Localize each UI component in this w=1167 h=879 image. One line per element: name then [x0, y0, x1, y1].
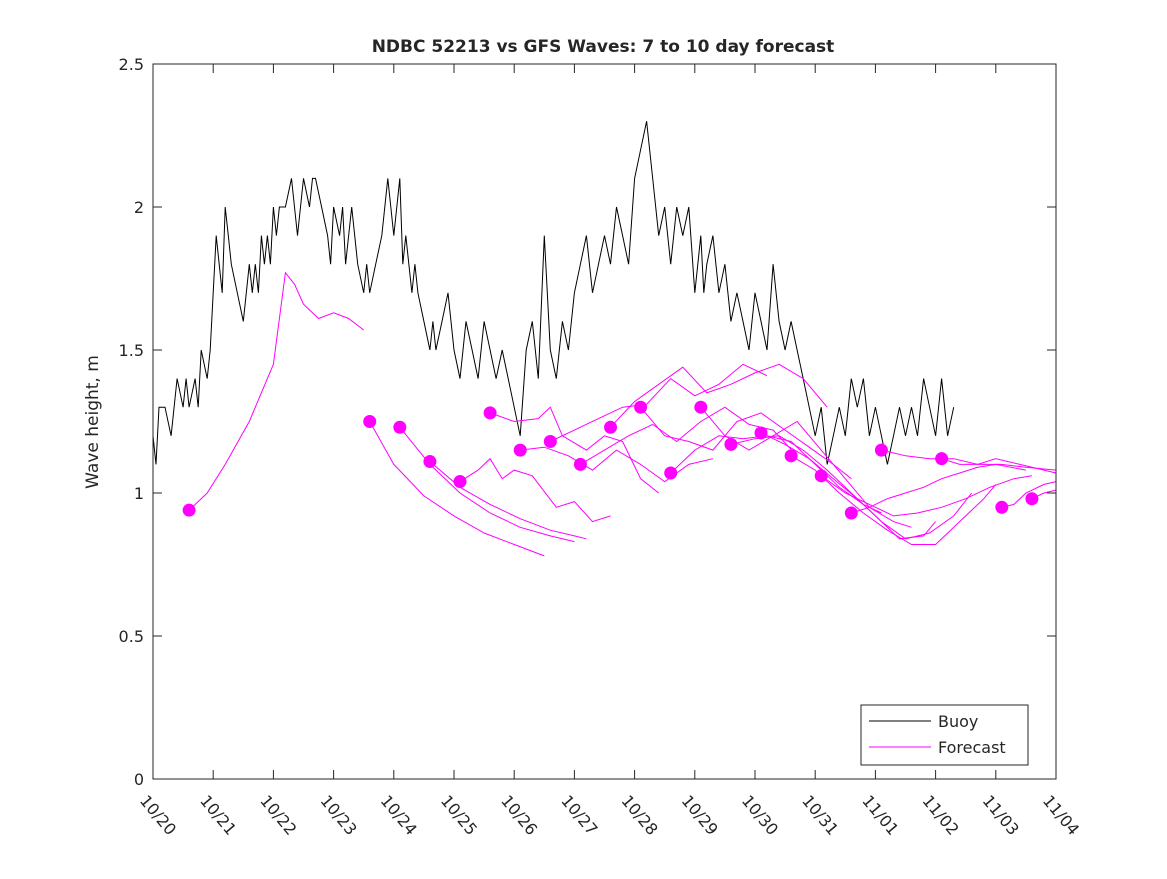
y-axis-label: Wave height, m [83, 355, 103, 489]
y-tick-label: 2.5 [119, 55, 144, 74]
forecast-line [520, 446, 714, 483]
forecast-line [188, 271, 365, 511]
y-axis: 0 0.5 1 1.5 2 2.5 [119, 55, 1056, 789]
forecast-line [1001, 481, 1057, 508]
forecast-line [550, 363, 768, 442]
buoy-line [152, 121, 955, 465]
forecast-start-point [844, 506, 858, 520]
forecast-start-point [453, 475, 467, 489]
forecast-line [851, 463, 1026, 514]
forecast-start-point [604, 420, 618, 434]
forecast-line [369, 421, 545, 557]
forecast-start-point [1025, 492, 1039, 506]
chart-title: NDBC 52213 vs GFS Waves: 7 to 10 day for… [372, 37, 835, 57]
forecast-start-point [423, 455, 437, 469]
forecast-line [941, 458, 1057, 474]
forecast-start-point [363, 415, 377, 428]
forecast-line [820, 475, 1032, 517]
forecast-start-point [543, 435, 557, 449]
forecast-start-point [182, 503, 196, 517]
forecast-start-point [513, 443, 527, 457]
legend-buoy-label: Buoy [938, 712, 978, 731]
forecast-start-point [483, 406, 497, 420]
forecast-line [610, 363, 828, 428]
axes-box [152, 63, 1057, 780]
forecast-start-point [573, 457, 587, 471]
forecast-line [760, 432, 973, 540]
forecast-line [640, 406, 852, 480]
forecast-start-point [754, 426, 768, 440]
forecast-line [459, 457, 611, 523]
forecast-start-point [664, 466, 678, 480]
forecast-start-point [634, 400, 648, 414]
forecast-start-point [724, 437, 738, 451]
legend-forecast-label: Forecast [938, 738, 1006, 757]
forecast-start-point [995, 500, 1009, 514]
y-tick-label: 2 [134, 198, 144, 217]
plot-area [152, 121, 1057, 557]
forecast-start-point [814, 469, 828, 483]
forecast-start-point [694, 400, 708, 414]
forecast-line [489, 406, 660, 494]
y-tick-label: 0 [134, 770, 144, 789]
y-tick-label: 0.5 [119, 627, 144, 646]
y-tick-label: 1.5 [119, 341, 144, 360]
forecast-line [881, 449, 1057, 471]
forecast-start-point [874, 443, 888, 457]
legend: Buoy Forecast [860, 704, 1029, 766]
y-tick-label: 1 [134, 484, 144, 503]
forecast-start-point [784, 449, 798, 463]
forecast-start-point [935, 452, 949, 466]
forecast-start-point [393, 420, 407, 434]
forecast-line [790, 455, 997, 545]
